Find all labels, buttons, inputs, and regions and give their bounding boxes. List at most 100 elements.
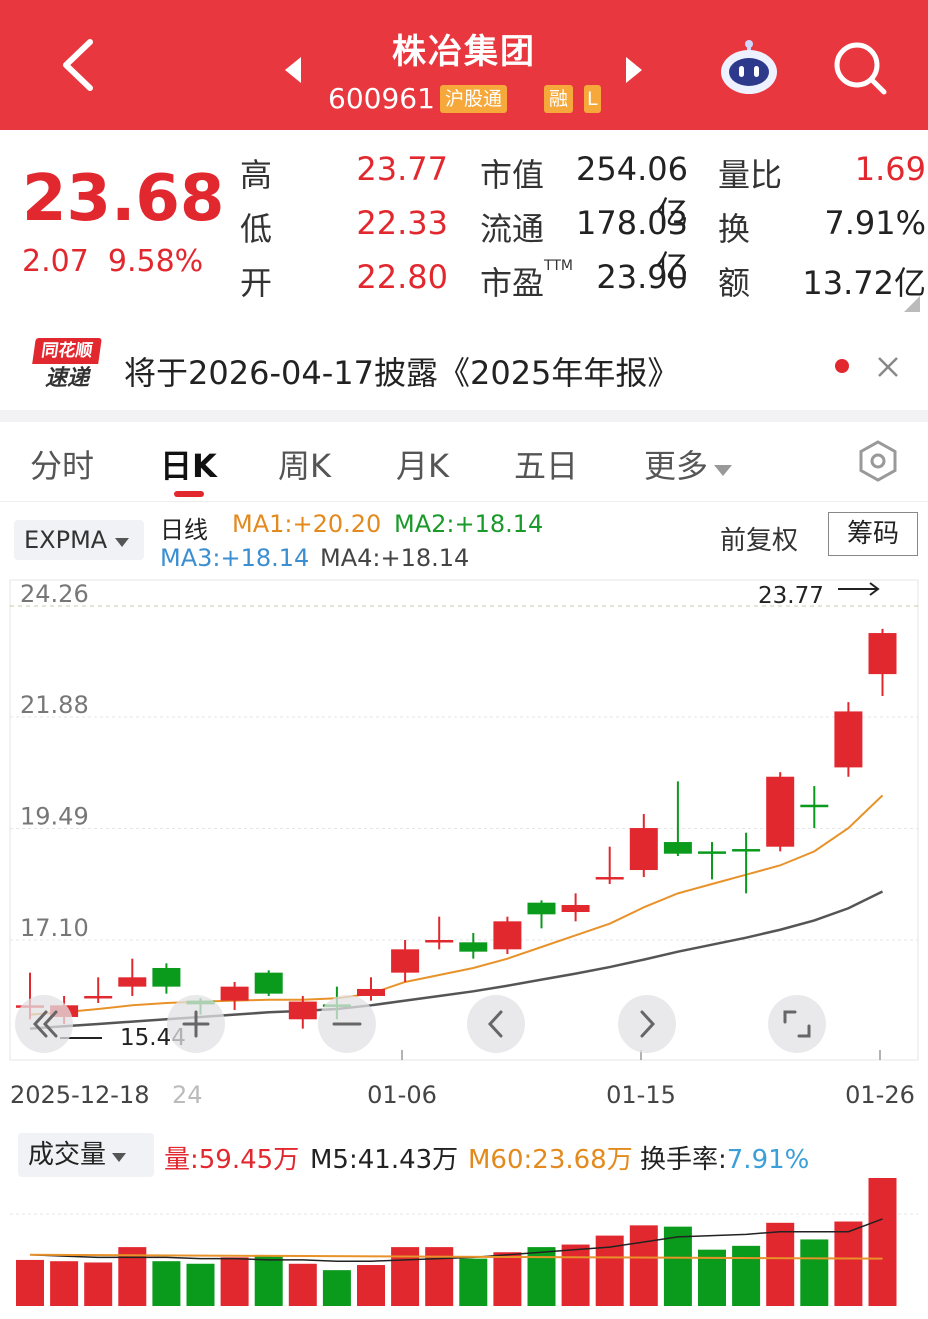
expand-corner-icon[interactable] xyxy=(904,296,920,312)
active-tab-underline xyxy=(174,491,204,497)
unread-dot-icon xyxy=(835,359,849,373)
x-tick-label: 2025-12-18 xyxy=(10,1081,149,1109)
ma-line-orange xyxy=(29,794,884,1016)
candlestick-chart[interactable]: 24.2621.8819.4917.1023.7715.442025-12-18… xyxy=(0,575,928,1115)
value-high: 23.77 xyxy=(356,150,448,188)
search-icon[interactable] xyxy=(830,38,890,98)
volume-bar xyxy=(357,1265,385,1306)
chart-tabs: 分时 日K 周K 月K 五日 更多 xyxy=(0,423,928,502)
volume-value: 量:59.45万 xyxy=(164,1145,300,1175)
volume-bar xyxy=(663,1226,692,1306)
volume-bar xyxy=(834,1221,863,1306)
indicator-selector[interactable]: EXPMA xyxy=(14,520,144,560)
close-icon[interactable] xyxy=(876,355,900,379)
candle-body xyxy=(84,995,113,999)
volume-bar xyxy=(561,1244,590,1306)
label-high: 高 xyxy=(240,156,273,194)
next-stock-icon[interactable] xyxy=(622,55,644,85)
tab-five-day[interactable]: 五日 xyxy=(514,447,579,485)
volume-bar xyxy=(493,1252,522,1306)
chevron-right-icon xyxy=(640,1010,656,1038)
app-header: 株冶集团 600961 沪股通 融 L xyxy=(0,0,928,130)
ma1-value: MA1:+20.20 xyxy=(232,510,382,538)
stock-name: 株冶集团 xyxy=(392,32,536,72)
tab-daily-k[interactable]: 日K xyxy=(160,447,217,485)
candle-body xyxy=(800,804,829,808)
settings-hexagon-icon[interactable] xyxy=(856,439,900,483)
volume-bar xyxy=(220,1257,249,1306)
fullscreen-button[interactable] xyxy=(768,995,826,1053)
candle-body xyxy=(254,972,283,994)
volume-panel: 成交量 量:59.45万 M5:41.43万 M60:23.68万 换手率:7.… xyxy=(0,1125,928,1319)
volume-chart xyxy=(10,1178,918,1306)
value-amount: 13.72亿 xyxy=(802,264,926,302)
price-change: 2.07 9.58% xyxy=(22,244,204,279)
x-tick-label: 01-06 xyxy=(367,1081,437,1109)
value-turnover: 7.91% xyxy=(824,204,926,242)
volume-bar xyxy=(288,1263,317,1306)
dropdown-arrow-icon xyxy=(115,538,130,547)
volume-bar xyxy=(527,1247,556,1306)
next-button[interactable] xyxy=(618,995,676,1053)
tab-more[interactable]: 更多 xyxy=(644,441,733,487)
dropdown-arrow-icon xyxy=(112,1153,127,1162)
back-arrow-icon[interactable] xyxy=(52,30,112,100)
prev-button[interactable] xyxy=(467,995,525,1053)
robot-assistant-icon[interactable] xyxy=(718,38,780,98)
x-tick-label: 01-15 xyxy=(606,1081,676,1109)
label-pe: 市盈TTM xyxy=(480,258,573,302)
candle-body xyxy=(425,940,454,943)
volume-indicator-selector[interactable]: 成交量 xyxy=(18,1133,154,1177)
volume-bar xyxy=(50,1261,79,1306)
value-pe: 23.90 xyxy=(596,258,688,296)
candle-body xyxy=(459,942,488,952)
tab-intraday[interactable]: 分时 xyxy=(30,447,95,485)
y-tick-label: 24.26 xyxy=(20,580,89,608)
candle-body xyxy=(834,711,863,768)
dropdown-arrow-icon xyxy=(714,465,733,476)
chips-button[interactable]: 筹码 xyxy=(828,512,918,556)
line-type-label: 日线 xyxy=(160,516,208,544)
label-turnover: 换 xyxy=(718,210,751,248)
volume-bar xyxy=(629,1225,658,1306)
value-low: 22.33 xyxy=(356,204,448,242)
ma3-value: MA3:+18.14 xyxy=(160,544,310,572)
candle-body xyxy=(732,849,761,852)
volume-m60-line xyxy=(29,1253,883,1260)
candle-body xyxy=(493,921,522,950)
y-tick-label: 21.88 xyxy=(20,691,89,719)
tab-weekly-k[interactable]: 周K xyxy=(278,447,331,485)
news-ticker[interactable]: 同花顺 速递 将于2026-04-17披露《2025年年报》 xyxy=(0,330,928,410)
high-price-label: 23.77 xyxy=(758,583,824,609)
volume-bar xyxy=(732,1245,761,1306)
current-price: 23.68 xyxy=(22,162,225,236)
ths-logo: 同花顺 速递 xyxy=(32,338,102,396)
candle-body xyxy=(118,977,147,987)
double-chevron-left-icon xyxy=(32,1010,48,1038)
volume-bar xyxy=(186,1263,215,1306)
label-amount: 额 xyxy=(718,264,751,302)
volume-bar xyxy=(766,1222,795,1306)
previous-stock-icon[interactable] xyxy=(283,55,305,85)
volume-bar xyxy=(800,1239,829,1306)
tab-monthly-k[interactable]: 月K xyxy=(396,447,449,485)
candle-body xyxy=(868,633,897,675)
volume-m5-line xyxy=(29,1218,883,1262)
high-arrow-head xyxy=(869,582,880,596)
candle-body xyxy=(220,986,249,1001)
stock-code: 600961 xyxy=(328,82,435,115)
candle-body xyxy=(663,842,692,854)
tag-margin: 融 xyxy=(544,85,574,113)
volume-bar xyxy=(254,1256,283,1306)
x-tick-label: 01-26 xyxy=(845,1081,915,1109)
x-tick-label: 24 xyxy=(172,1081,203,1109)
candle-body xyxy=(698,851,726,854)
candle-body xyxy=(391,949,420,973)
news-text[interactable]: 将于2026-04-17披露《2025年年报》 xyxy=(124,354,680,392)
value-float-cap: 178.03亿 xyxy=(576,204,688,286)
value-volume-ratio: 1.69 xyxy=(854,150,926,188)
m5-value: M5:41.43万 xyxy=(310,1145,459,1175)
y-tick-label: 17.10 xyxy=(20,914,89,942)
adjust-type-button[interactable]: 前复权 xyxy=(720,526,799,556)
candle-body xyxy=(595,877,624,880)
